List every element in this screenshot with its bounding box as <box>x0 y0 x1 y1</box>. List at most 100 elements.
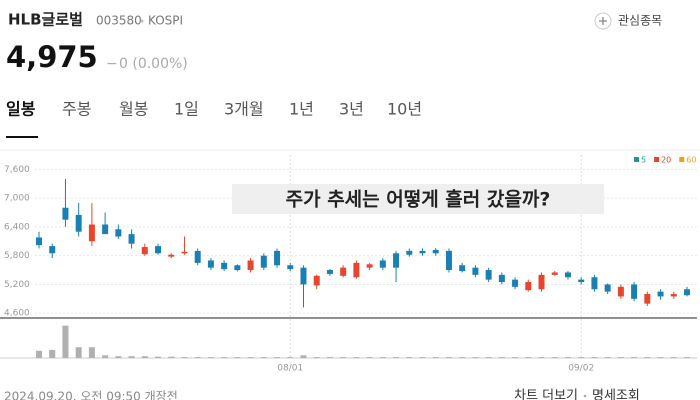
volume-bar <box>591 357 598 358</box>
candle-body <box>207 260 214 268</box>
volume-bar <box>617 357 624 358</box>
candle-body <box>670 294 677 297</box>
x-tick-label: 08/01 <box>277 364 303 374</box>
volume-bar <box>485 357 492 358</box>
candle-body <box>498 274 505 283</box>
candle-body <box>194 250 201 263</box>
candle-body <box>604 284 611 292</box>
tab[interactable]: 월봉 <box>119 100 148 119</box>
chart: 7,600 7,000 6,400 5,800 5,200 4,600 08/01 09/02… <box>0 155 697 374</box>
volume-bar <box>181 357 188 358</box>
legend-label: 60 <box>686 156 696 165</box>
legend-swatch <box>634 157 639 162</box>
watch-button[interactable]: 관심종목 <box>618 14 662 28</box>
tab[interactable]: 주봉 <box>62 100 91 119</box>
annotation-box <box>232 184 604 214</box>
tab[interactable]: 1년 <box>289 100 314 119</box>
timestamp: 2024.09.20. 오전 09:50 개장전 <box>4 390 178 400</box>
tab[interactable]: 1일 <box>174 100 199 119</box>
candle-body <box>445 250 452 271</box>
price: 4,975 <box>6 40 98 74</box>
volume-bar <box>631 357 638 358</box>
candle-body <box>512 279 519 287</box>
volume-bar <box>287 357 294 358</box>
volume-bar <box>247 357 254 358</box>
tab[interactable]: 일봉 <box>6 100 36 119</box>
stock-code: 003580 <box>96 14 142 28</box>
candle-body <box>36 237 42 246</box>
volume-bar <box>128 356 135 358</box>
stock-name: HLB글로벌 <box>8 11 83 29</box>
candle-body <box>525 282 532 291</box>
candle-body <box>234 265 241 271</box>
volume-bar <box>155 356 162 358</box>
candle-body <box>406 250 413 255</box>
plus <box>599 17 607 25</box>
candle-body <box>485 270 492 280</box>
market: KOSPI <box>148 14 183 28</box>
detail-link[interactable]: 명세조회 <box>592 389 640 400</box>
candle-body <box>379 260 386 268</box>
x-tick-label: 09/02 <box>568 364 594 374</box>
candle-body <box>684 289 690 296</box>
candle-body <box>62 207 69 220</box>
candle-body <box>551 272 558 275</box>
candle-body <box>260 255 267 268</box>
candle-body <box>538 274 545 290</box>
legend-label: 5 <box>641 156 646 165</box>
candle-body <box>287 265 294 270</box>
candle-body <box>88 224 95 242</box>
volume-bar <box>657 357 664 358</box>
volume-bar <box>564 357 571 358</box>
candle-body <box>617 286 624 297</box>
volume-bar <box>300 355 307 358</box>
change: 0 (0.00%) <box>119 56 188 72</box>
volume-bar <box>393 357 400 358</box>
candle-body <box>353 262 360 278</box>
y-tick-label: 6,400 <box>4 222 30 232</box>
candle-body <box>366 264 373 268</box>
y-tick-label: 7,000 <box>4 194 30 204</box>
volume-bar <box>353 357 360 358</box>
y-tick-label: 5,200 <box>4 280 30 290</box>
tabs: 일봉 주봉 월봉 1일 3개월 1년 3년 10년 <box>6 100 422 119</box>
candle-body <box>155 246 162 254</box>
volume-bar <box>168 356 175 358</box>
candle-body <box>75 214 82 232</box>
candle-body <box>49 246 56 254</box>
volume-bar <box>194 357 201 358</box>
candle-body <box>472 267 479 275</box>
candle-body <box>274 250 281 266</box>
candle-body <box>313 275 320 286</box>
volume-bar <box>445 357 452 358</box>
dot <box>140 19 144 23</box>
y-tick-label: 7,600 <box>4 165 30 175</box>
volume-bar <box>578 357 585 358</box>
volume-bar <box>49 349 56 358</box>
more-link[interactable]: 차트 더보기 <box>514 389 578 400</box>
candle-body <box>393 253 400 268</box>
volume-bar <box>115 356 122 358</box>
volume-bar <box>260 357 267 358</box>
volume-bar <box>234 357 241 358</box>
tab[interactable]: 10년 <box>387 100 422 119</box>
volume-bar <box>538 357 545 358</box>
volume-bar <box>62 325 69 358</box>
volume-bar <box>340 357 347 358</box>
legend-swatch <box>679 157 685 162</box>
candle-body <box>168 254 175 257</box>
volume-bar <box>36 350 42 358</box>
legend-swatch <box>654 157 660 162</box>
candle-body <box>591 277 598 290</box>
tab[interactable]: 3년 <box>339 100 364 119</box>
volume-bar <box>366 357 373 358</box>
volume-bar <box>75 347 82 358</box>
candle-body <box>340 267 347 276</box>
tab[interactable]: 3개월 <box>224 100 264 119</box>
watch-icon[interactable] <box>594 12 612 30</box>
volume-bar <box>326 357 333 358</box>
annotation: 주가 추세는 어떻게 흘러 갔을까? <box>286 188 551 211</box>
volume-bar <box>313 357 320 358</box>
candle-body <box>141 247 148 255</box>
